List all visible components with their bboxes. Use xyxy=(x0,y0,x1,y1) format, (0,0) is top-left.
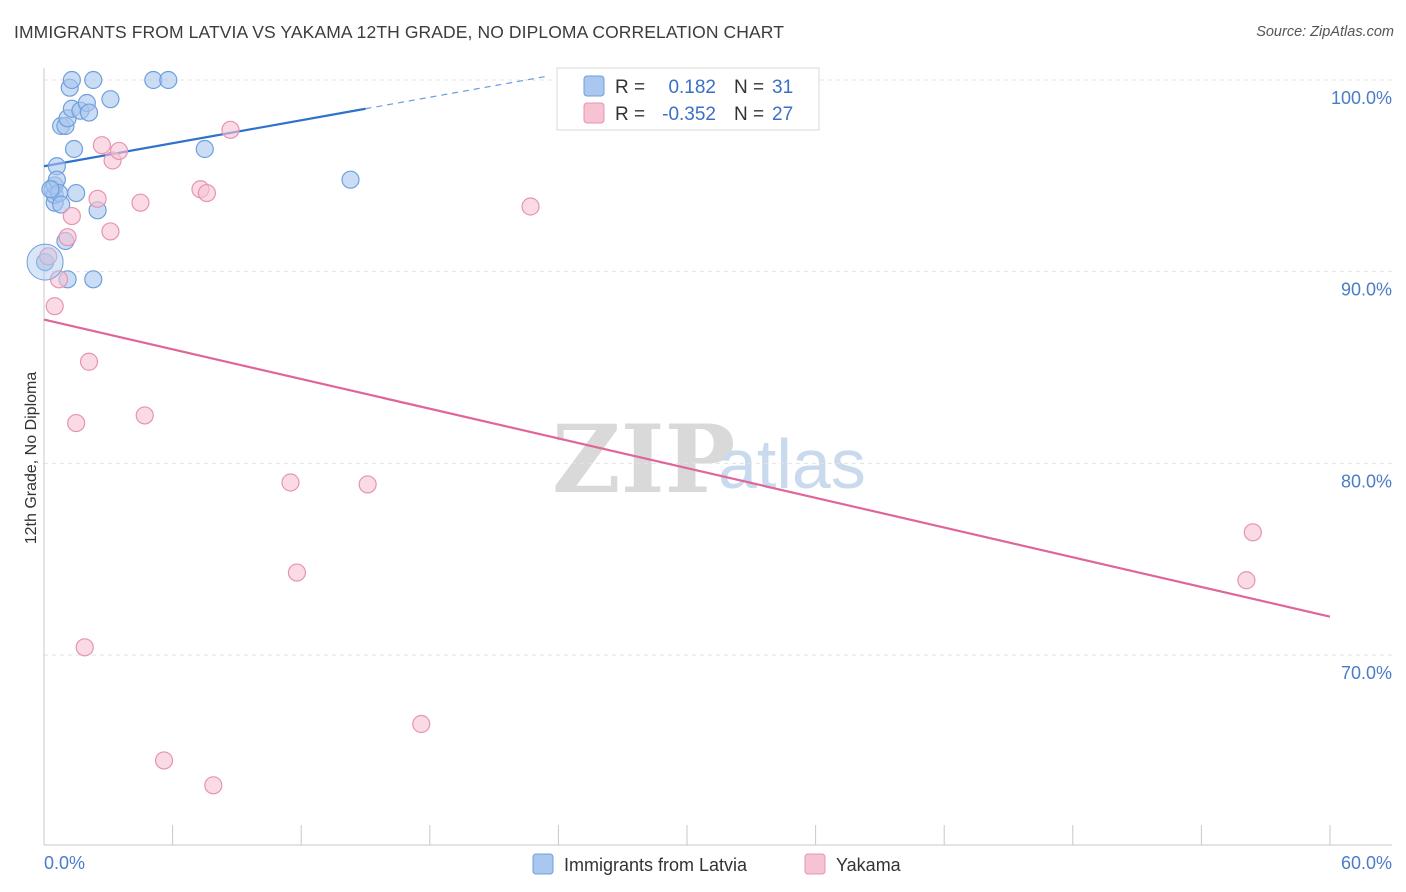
point-1-13 xyxy=(131,193,150,212)
x-tick-label-max: 60.0% xyxy=(1341,853,1392,873)
point-1-12 xyxy=(109,141,129,161)
point-1-0 xyxy=(39,247,58,266)
point-0-14 xyxy=(62,70,81,90)
x-tick-labels: 0.0% 60.0% xyxy=(44,853,1392,873)
stats-r-label-latvia: R = xyxy=(615,77,645,98)
y-tick-label-3: 70.0% xyxy=(1341,663,1392,683)
point-1-5 xyxy=(67,413,86,433)
point-0-30 xyxy=(41,180,60,199)
point-1-9 xyxy=(92,136,111,155)
point-1-23 xyxy=(412,714,431,734)
point-1-14 xyxy=(135,406,154,425)
point-0-24 xyxy=(101,90,120,109)
point-1-10 xyxy=(101,222,120,241)
point-1-8 xyxy=(88,189,107,208)
trend-line-0 xyxy=(43,107,366,168)
point-0-27 xyxy=(195,139,214,159)
legend-swatch-yakama xyxy=(804,853,826,875)
stats-n-label-yakama: N = xyxy=(734,104,764,125)
point-1-21 xyxy=(287,563,307,582)
stats-swatch-latvia xyxy=(583,75,605,97)
point-0-17 xyxy=(67,183,86,203)
point-0-22 xyxy=(84,270,103,289)
stats-n-value-latvia: 31 xyxy=(772,77,793,98)
trend-line-1 xyxy=(43,318,1331,618)
point-0-26 xyxy=(159,70,178,90)
watermark-zip: ZIP xyxy=(552,405,735,515)
point-1-18 xyxy=(204,776,223,795)
point-1-4 xyxy=(62,206,81,226)
point-1-7 xyxy=(79,352,99,371)
chart-title: IMMIGRANTS FROM LATVIA VS YAKAMA 12TH GR… xyxy=(14,22,784,42)
y-axis-title: 12th Grade, No Diploma xyxy=(23,372,40,545)
legend-label-latvia: Immigrants from Latvia xyxy=(564,855,748,875)
stats-n-label-latvia: N = xyxy=(734,77,764,98)
y-tick-label-1: 90.0% xyxy=(1341,280,1392,300)
watermark-atlas: atlas xyxy=(718,425,866,503)
point-1-1 xyxy=(45,297,64,316)
y-tick-labels: 100.0% 90.0% 80.0% 70.0% xyxy=(1331,88,1392,683)
point-1-3 xyxy=(58,228,77,247)
watermark: ZIP atlas xyxy=(552,405,866,515)
trend-lines xyxy=(43,75,1331,618)
point-1-17 xyxy=(197,183,216,203)
stats-legend: R = 0.182 N = 31 R = -0.352 N = 27 xyxy=(556,67,820,131)
point-0-28 xyxy=(341,170,360,189)
legend-swatch-latvia xyxy=(532,853,554,875)
point-1-22 xyxy=(358,475,377,494)
point-1-19 xyxy=(221,120,240,139)
stats-r-value-yakama: -0.352 xyxy=(662,104,716,125)
stats-r-label-yakama: R = xyxy=(615,104,645,125)
axes xyxy=(43,68,1392,846)
stats-r-value-latvia: 0.182 xyxy=(668,77,716,98)
stats-n-value-yakama: 27 xyxy=(772,104,793,125)
trend-line-extension-0 xyxy=(365,75,548,110)
point-large-latvia xyxy=(26,243,64,281)
point-1-26 xyxy=(1243,523,1262,542)
y-tick-label-2: 80.0% xyxy=(1341,471,1392,491)
x-tick-label-min: 0.0% xyxy=(44,853,85,873)
legend-label-yakama: Yakama xyxy=(836,855,902,875)
point-0-7 xyxy=(52,195,71,214)
point-0-20 xyxy=(79,103,99,122)
y-tick-label-0: 100.0% xyxy=(1331,88,1392,108)
chart-source: Source: ZipAtlas.com xyxy=(1256,24,1394,40)
point-1-20 xyxy=(281,473,300,492)
point-1-6 xyxy=(75,638,94,657)
series-legend: Immigrants from Latvia Yakama xyxy=(532,853,902,875)
point-1-24 xyxy=(521,197,540,216)
point-1-25 xyxy=(1237,571,1256,590)
point-0-21 xyxy=(84,70,103,90)
point-1-15 xyxy=(154,751,174,770)
stats-swatch-yakama xyxy=(583,102,605,124)
point-0-16 xyxy=(64,139,84,159)
data-points xyxy=(26,70,1262,795)
grid-lines xyxy=(44,79,1392,656)
